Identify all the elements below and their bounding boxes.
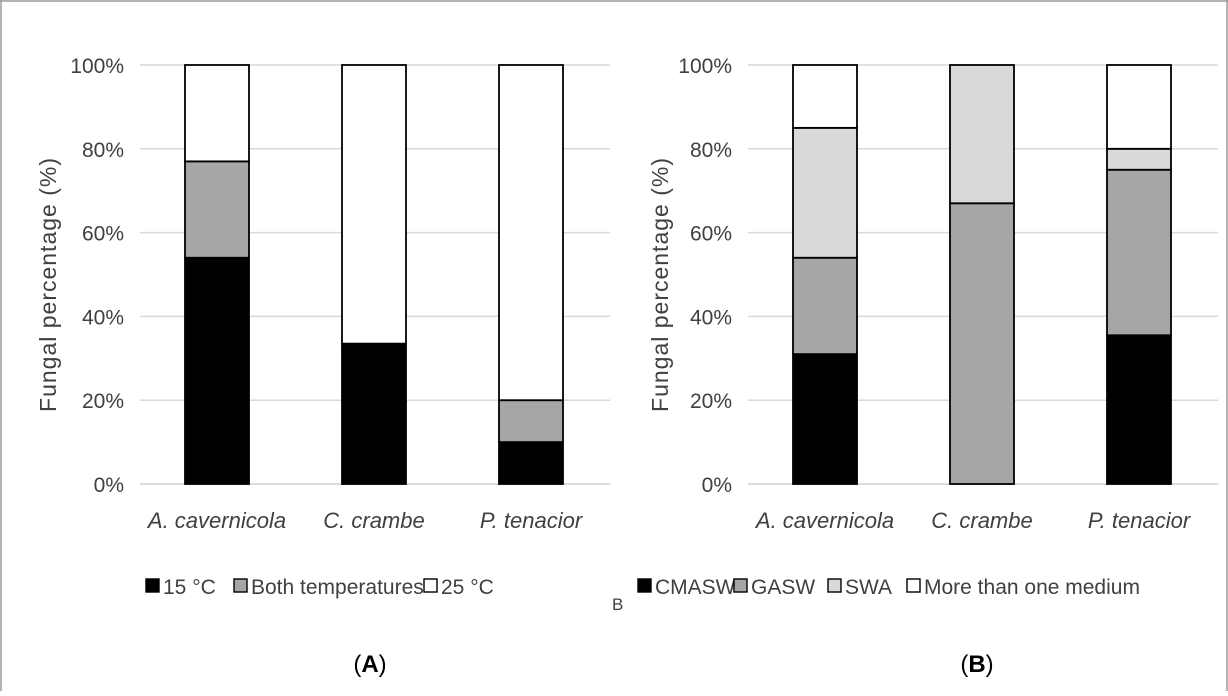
y-tick-label: 40% [82,306,124,329]
bar-segment-both-temperatures [184,160,250,259]
legend-label: 15 °C [163,576,216,599]
y-tick-label: 80% [690,139,732,162]
chart-panel-a: 0% 20% 40% 60% 80% 100% Fungal percentage (%) A… [35,55,610,678]
legend-label: Both temperatures [251,576,424,599]
bar-segment-swa [1106,147,1172,171]
y-tick-label: 100% [678,55,732,78]
bar-segment-cmasw [792,353,858,485]
legend-label: GASW [751,576,815,599]
y-tick-label: 100% [70,55,124,78]
bar-segment-cmasw [1106,334,1172,485]
legend-swatch [145,578,160,593]
y-tick-label: 0% [702,474,732,497]
x-tick-label: C. crambe [931,508,1032,533]
bar-segment-15-c [184,256,250,485]
bar-segment-gasw [949,202,1015,485]
legend-label: More than one medium [924,576,1140,599]
bar-segment-gasw [792,256,858,356]
legend-label: 25 °C [441,576,494,599]
bar-segment-more-than-one-medium [792,64,858,129]
y-tick-label: 60% [82,223,124,246]
y-tick-label: 20% [690,390,732,413]
y-axis-label: Fungal percentage (%) [647,157,673,412]
x-tick-label: A. cavernicola [146,508,286,533]
x-tick-label: A. cavernicola [754,508,894,533]
legend-swatch [233,578,248,593]
y-tick-label: 20% [82,390,124,413]
bar-segment-swa [949,64,1015,205]
bar-segment-swa [792,126,858,259]
y-tick-label: 0% [94,474,124,497]
stray-label: B [612,595,623,614]
x-tick-label: P. tenacior [1088,508,1192,533]
y-tick-label: 60% [690,223,732,246]
legend-swatch [423,578,438,593]
bar-segment-more-than-one-medium [1106,64,1172,150]
bar-segment-25-c [341,64,407,345]
panel-label: (B) [960,651,993,678]
legend-label: CMASW [655,576,736,599]
legend-label: SWA [845,576,892,599]
legend-swatch [827,578,842,593]
bar-segment-both-temperatures [498,399,564,444]
bar-segment-25-c [184,64,250,163]
y-axis-label: Fungal percentage (%) [35,157,61,412]
bar-segment-25-c [498,64,564,402]
y-tick-label: 40% [690,306,732,329]
bar-segment-gasw [1106,168,1172,337]
legend-swatch [637,578,652,593]
bar-segment-15-c [498,441,564,485]
panel-label: (A) [353,651,386,678]
y-tick-label: 80% [82,139,124,162]
bar-segment-15-c [341,342,407,485]
legend-swatch [906,578,921,593]
x-tick-label: P. tenacior [480,508,584,533]
legend-swatch [733,578,748,593]
chart-panel-b: 0% 20% 40% 60% 80% 100% Fungal percentage (%) A… [637,55,1218,678]
x-tick-label: C. crambe [323,508,424,533]
